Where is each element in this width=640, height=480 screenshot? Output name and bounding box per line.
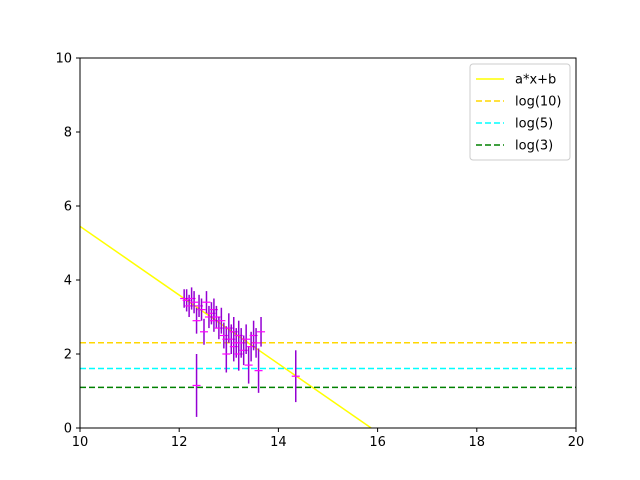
- x-tick-label: 16: [369, 435, 386, 450]
- y-tick-label: 4: [64, 274, 72, 289]
- y-tick-label: 6: [64, 200, 72, 215]
- y-tick-label: 8: [64, 126, 72, 141]
- legend-label-1: log(10): [515, 95, 562, 110]
- data-point: [217, 307, 226, 334]
- y-tick-label: 0: [64, 422, 72, 437]
- data-point: [197, 298, 206, 321]
- x-tick-label: 18: [469, 435, 486, 450]
- legend-label-0: a*x+b: [515, 73, 556, 88]
- axes-frame: [79, 57, 577, 429]
- x-tick-label: 14: [270, 435, 287, 450]
- data-point: [257, 317, 266, 347]
- plot-content: [80, 225, 576, 428]
- x-tick-label: 12: [171, 435, 188, 450]
- data-point: [202, 291, 211, 314]
- data-point: [242, 324, 251, 354]
- data-point: [192, 354, 201, 417]
- data-point: [244, 346, 253, 384]
- y-tick-label: 10: [55, 52, 72, 67]
- y-tick-label: 2: [64, 348, 72, 363]
- legend-box: [469, 63, 571, 161]
- data-point: [252, 328, 261, 358]
- x-tick-label: 20: [568, 435, 585, 450]
- data-point: [192, 307, 201, 334]
- legend-label-3: log(3): [515, 139, 553, 154]
- legend: a*x+b log(10) log(5) log(3): [469, 63, 571, 161]
- data-point: [190, 291, 199, 314]
- data-point: [254, 348, 263, 393]
- data-point: [291, 350, 300, 403]
- x-tick-label: 10: [72, 435, 89, 450]
- legend-label-2: log(5): [515, 117, 553, 132]
- data-point: [200, 318, 208, 345]
- axis-ticks: 10 12 14 16 18 20 0 2 4 6 8 10: [55, 52, 584, 451]
- data-point: [222, 335, 231, 373]
